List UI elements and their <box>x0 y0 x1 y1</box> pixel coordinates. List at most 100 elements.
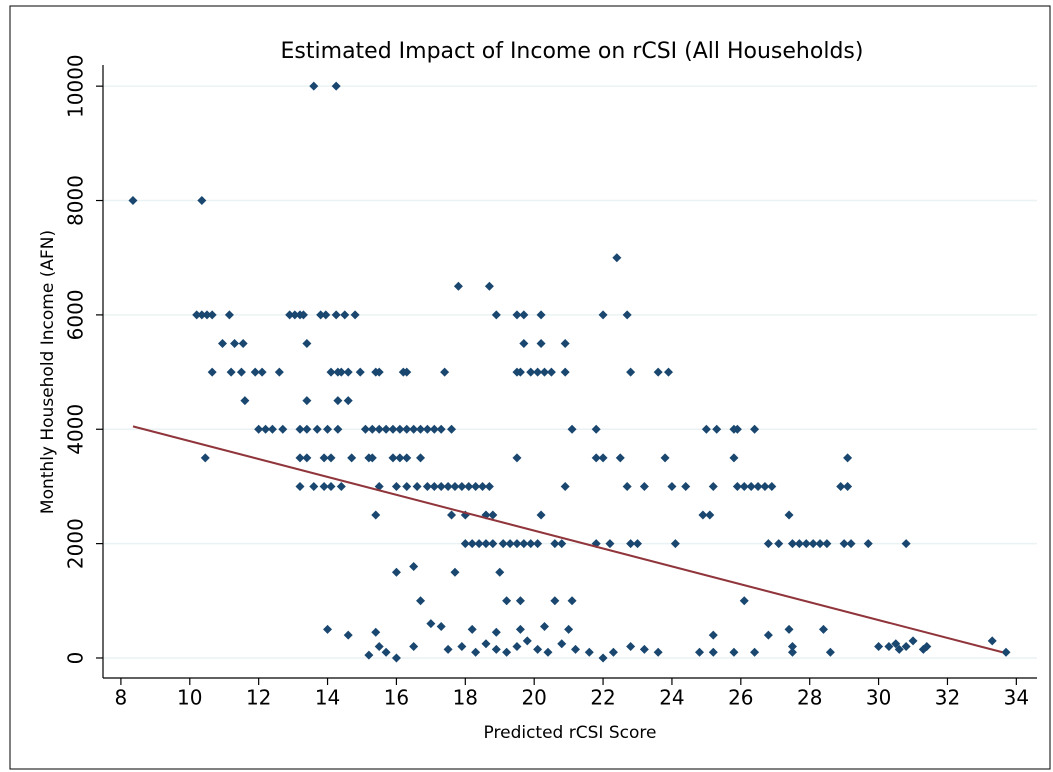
point <box>753 481 763 491</box>
point <box>491 644 501 654</box>
point <box>712 424 722 434</box>
point <box>319 453 329 463</box>
point <box>908 636 918 646</box>
point <box>391 653 401 663</box>
point <box>536 310 546 320</box>
point <box>502 596 512 606</box>
y-tick-label: 6000 <box>64 289 88 340</box>
point <box>515 624 525 634</box>
point <box>543 647 553 657</box>
point <box>295 453 305 463</box>
point <box>326 453 336 463</box>
point <box>447 510 457 520</box>
point <box>416 596 426 606</box>
point <box>340 310 350 320</box>
point <box>450 567 460 577</box>
point <box>230 338 240 348</box>
point <box>422 424 432 434</box>
point <box>626 367 636 377</box>
point <box>787 642 797 652</box>
point <box>323 624 333 634</box>
x-tick-label: 28 <box>797 686 822 710</box>
point <box>519 338 529 348</box>
point <box>267 424 277 434</box>
point <box>355 367 365 377</box>
point <box>367 453 377 463</box>
point <box>197 310 207 320</box>
point <box>326 481 336 491</box>
point <box>391 567 401 577</box>
point <box>526 367 536 377</box>
point <box>290 310 300 320</box>
point <box>557 539 567 549</box>
point <box>312 424 322 434</box>
chart-title: Estimated Impact of Income on rCSI (All … <box>281 39 864 64</box>
point <box>708 647 718 657</box>
point <box>918 644 928 654</box>
point <box>843 453 853 463</box>
point <box>598 453 608 463</box>
point <box>374 642 384 652</box>
y-tick-label: 4000 <box>64 404 88 455</box>
point <box>302 424 312 434</box>
point <box>409 424 419 434</box>
point <box>224 310 234 320</box>
point <box>653 367 663 377</box>
point <box>460 539 470 549</box>
point <box>526 539 536 549</box>
x-tick-label: 24 <box>659 686 684 710</box>
point <box>488 539 498 549</box>
point <box>512 539 522 549</box>
point <box>505 539 515 549</box>
point <box>302 396 312 406</box>
point <box>701 424 711 434</box>
x-tick-label: 8 <box>115 686 128 710</box>
point <box>739 481 749 491</box>
point <box>443 644 453 654</box>
point <box>639 644 649 654</box>
point <box>395 453 405 463</box>
point <box>192 310 202 320</box>
point <box>750 647 760 657</box>
point <box>746 481 756 491</box>
point <box>298 310 308 320</box>
point <box>794 539 804 549</box>
point <box>402 424 412 434</box>
point <box>739 596 749 606</box>
point <box>767 481 777 491</box>
point <box>238 338 248 348</box>
point <box>515 367 525 377</box>
point <box>863 539 873 549</box>
point <box>374 481 384 491</box>
x-tick-label: 26 <box>728 686 753 710</box>
point <box>402 453 412 463</box>
point <box>502 647 512 657</box>
point <box>457 642 467 652</box>
point <box>371 510 381 520</box>
point <box>846 539 856 549</box>
point <box>478 481 488 491</box>
point <box>395 424 405 434</box>
point <box>197 196 207 206</box>
point <box>240 396 250 406</box>
y-axis-label: Monthly Household Income (AFN) <box>38 230 58 514</box>
point <box>512 642 522 652</box>
y-tick-label: 0 <box>64 652 88 665</box>
point <box>843 481 853 491</box>
point <box>540 367 550 377</box>
point <box>519 539 529 549</box>
point <box>484 481 494 491</box>
point <box>450 481 460 491</box>
point <box>787 539 797 549</box>
x-tick-label: 14 <box>315 686 340 710</box>
point <box>894 644 904 654</box>
point <box>612 253 622 263</box>
point <box>533 539 543 549</box>
point <box>429 424 439 434</box>
point <box>422 481 432 491</box>
point <box>474 539 484 549</box>
point <box>381 647 391 657</box>
point <box>815 539 825 549</box>
point <box>316 310 326 320</box>
point <box>343 630 353 640</box>
